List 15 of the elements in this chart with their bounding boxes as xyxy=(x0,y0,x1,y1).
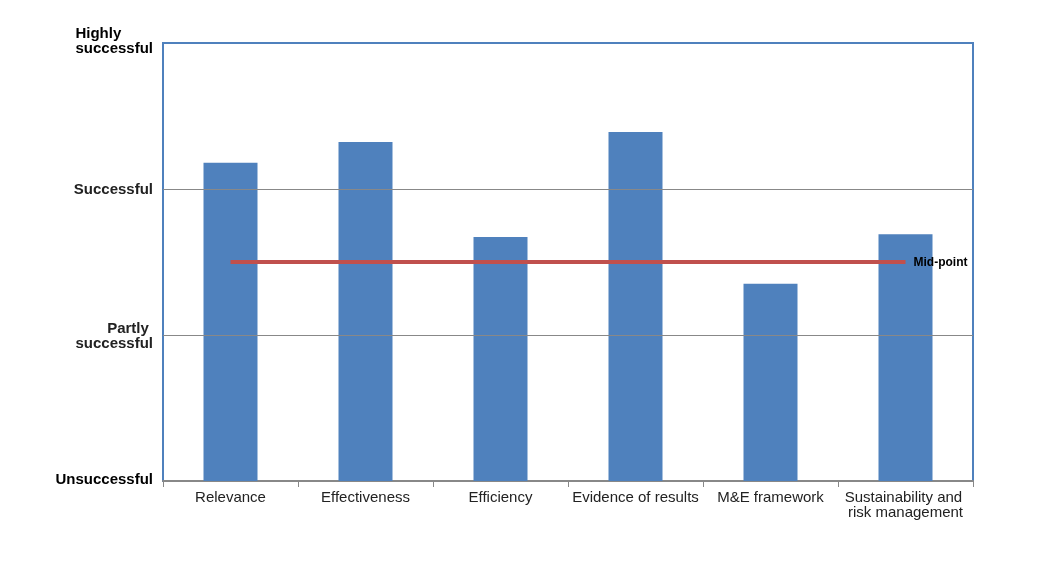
text: Unsuccessful xyxy=(55,470,154,487)
bar xyxy=(473,237,528,481)
x-tick-label: Sustainability and risk management xyxy=(844,488,967,520)
x-tick-label: Effectiveness xyxy=(321,488,410,505)
x-tick-label: M&E framework xyxy=(717,488,825,505)
x-tick-label: Efficiency xyxy=(468,488,533,505)
bar xyxy=(743,283,798,481)
bar xyxy=(203,162,258,481)
x-tick-label: Relevance xyxy=(195,488,266,505)
bar xyxy=(608,132,663,481)
text: Highly successful xyxy=(75,24,154,56)
x-tick-label: Evidence of results xyxy=(572,488,699,505)
ref-line-label: Successful xyxy=(73,180,153,198)
bar xyxy=(338,142,393,481)
ref-line-label: Partly successful xyxy=(75,319,153,352)
